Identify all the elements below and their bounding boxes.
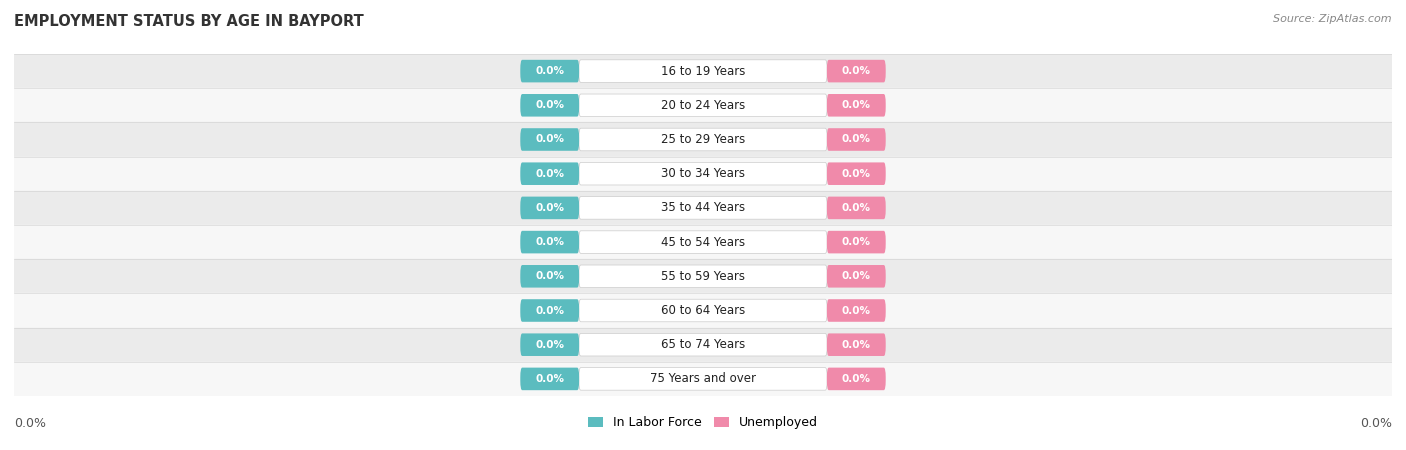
Bar <box>14 293 1392 328</box>
Bar <box>14 157 1392 191</box>
FancyBboxPatch shape <box>827 333 886 356</box>
Text: 0.0%: 0.0% <box>536 306 564 315</box>
Text: 0.0%: 0.0% <box>536 271 564 281</box>
Text: 25 to 29 Years: 25 to 29 Years <box>661 133 745 146</box>
Text: 0.0%: 0.0% <box>842 237 870 247</box>
Text: 0.0%: 0.0% <box>842 169 870 179</box>
Text: 0.0%: 0.0% <box>842 135 870 144</box>
FancyBboxPatch shape <box>520 128 579 151</box>
FancyBboxPatch shape <box>579 162 827 185</box>
FancyBboxPatch shape <box>827 162 886 185</box>
Text: 0.0%: 0.0% <box>842 271 870 281</box>
FancyBboxPatch shape <box>520 231 579 253</box>
FancyBboxPatch shape <box>579 60 827 82</box>
Text: 16 to 19 Years: 16 to 19 Years <box>661 65 745 77</box>
Text: EMPLOYMENT STATUS BY AGE IN BAYPORT: EMPLOYMENT STATUS BY AGE IN BAYPORT <box>14 14 364 28</box>
Text: Source: ZipAtlas.com: Source: ZipAtlas.com <box>1274 14 1392 23</box>
FancyBboxPatch shape <box>827 60 886 82</box>
Text: 20 to 24 Years: 20 to 24 Years <box>661 99 745 112</box>
Text: 0.0%: 0.0% <box>842 340 870 350</box>
Text: 0.0%: 0.0% <box>536 374 564 384</box>
Bar <box>14 362 1392 396</box>
FancyBboxPatch shape <box>579 128 827 151</box>
Text: 30 to 34 Years: 30 to 34 Years <box>661 167 745 180</box>
Text: 0.0%: 0.0% <box>842 306 870 315</box>
Text: 0.0%: 0.0% <box>14 417 46 429</box>
FancyBboxPatch shape <box>579 94 827 117</box>
Bar <box>14 88 1392 122</box>
Text: 0.0%: 0.0% <box>536 66 564 76</box>
FancyBboxPatch shape <box>579 197 827 219</box>
Bar <box>14 328 1392 362</box>
Text: 0.0%: 0.0% <box>842 203 870 213</box>
Bar <box>14 122 1392 157</box>
Text: 35 to 44 Years: 35 to 44 Years <box>661 202 745 214</box>
Text: 65 to 74 Years: 65 to 74 Years <box>661 338 745 351</box>
FancyBboxPatch shape <box>827 265 886 288</box>
FancyBboxPatch shape <box>827 128 886 151</box>
Text: 0.0%: 0.0% <box>536 169 564 179</box>
FancyBboxPatch shape <box>520 94 579 117</box>
Text: 0.0%: 0.0% <box>842 374 870 384</box>
Text: 55 to 59 Years: 55 to 59 Years <box>661 270 745 283</box>
Text: 0.0%: 0.0% <box>842 100 870 110</box>
FancyBboxPatch shape <box>520 299 579 322</box>
Text: 0.0%: 0.0% <box>536 135 564 144</box>
Text: 75 Years and over: 75 Years and over <box>650 373 756 385</box>
FancyBboxPatch shape <box>827 197 886 219</box>
FancyBboxPatch shape <box>827 231 886 253</box>
FancyBboxPatch shape <box>520 162 579 185</box>
FancyBboxPatch shape <box>579 368 827 390</box>
FancyBboxPatch shape <box>520 60 579 82</box>
FancyBboxPatch shape <box>579 265 827 288</box>
Text: 0.0%: 0.0% <box>536 340 564 350</box>
FancyBboxPatch shape <box>520 333 579 356</box>
FancyBboxPatch shape <box>827 94 886 117</box>
Text: 0.0%: 0.0% <box>1360 417 1392 429</box>
Text: 60 to 64 Years: 60 to 64 Years <box>661 304 745 317</box>
Bar <box>14 54 1392 88</box>
FancyBboxPatch shape <box>579 299 827 322</box>
FancyBboxPatch shape <box>520 368 579 390</box>
Bar <box>14 225 1392 259</box>
Text: 0.0%: 0.0% <box>842 66 870 76</box>
FancyBboxPatch shape <box>520 265 579 288</box>
FancyBboxPatch shape <box>579 231 827 253</box>
Bar <box>14 191 1392 225</box>
FancyBboxPatch shape <box>579 333 827 356</box>
Legend: In Labor Force, Unemployed: In Labor Force, Unemployed <box>583 411 823 434</box>
Text: 45 to 54 Years: 45 to 54 Years <box>661 236 745 248</box>
Text: 0.0%: 0.0% <box>536 237 564 247</box>
Bar <box>14 259 1392 293</box>
Text: 0.0%: 0.0% <box>536 203 564 213</box>
FancyBboxPatch shape <box>827 299 886 322</box>
FancyBboxPatch shape <box>520 197 579 219</box>
Text: 0.0%: 0.0% <box>536 100 564 110</box>
FancyBboxPatch shape <box>827 368 886 390</box>
